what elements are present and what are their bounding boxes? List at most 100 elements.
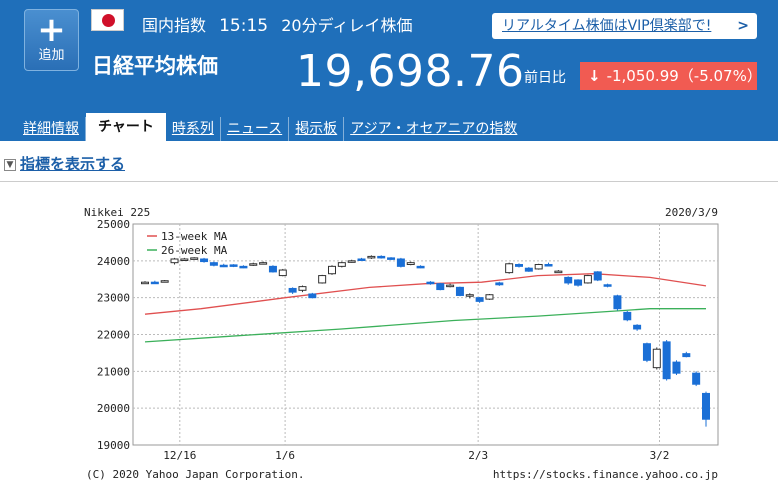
candle-body <box>534 264 543 270</box>
current-price: 19,698.76 <box>296 46 525 97</box>
tab-news[interactable]: ニュース <box>221 117 290 141</box>
candle-body <box>475 297 484 302</box>
candle-body <box>603 284 612 287</box>
candle-body <box>160 280 169 283</box>
candle-body <box>298 286 307 291</box>
candle-body <box>229 264 238 267</box>
candle-body <box>672 361 681 374</box>
candle-body <box>574 279 583 286</box>
candle-body <box>209 262 218 266</box>
vip-club-link[interactable]: リアルタイム株価はVIP倶楽部で! > <box>492 13 757 39</box>
candle-body <box>485 294 494 300</box>
chart-copyright: (C) 2020 Yahoo Japan Corporation. <box>86 468 305 481</box>
quote-time: 15:15 <box>219 16 269 36</box>
candle-body <box>357 258 366 261</box>
candle-body <box>495 282 504 286</box>
quote-meta: 国内指数 15:15 20分ディレイ株価 <box>142 12 420 36</box>
tab-bar: 詳細情報 チャート 時系列 ニュース 掲示板 アジア・オセアニアの指数 <box>17 113 523 141</box>
chart-title: Nikkei 225 <box>84 206 150 219</box>
candle-body <box>347 260 356 263</box>
japan-flag-icon <box>91 9 124 31</box>
x-tick-label: 3/2 <box>650 449 670 462</box>
prev-day-label: 前日比 <box>524 70 566 86</box>
candle-body <box>377 255 386 259</box>
chevron-right-icon: > <box>737 18 749 34</box>
add-button-label: 追加 <box>38 48 65 63</box>
candle-body <box>524 267 533 272</box>
chart-area <box>0 181 778 495</box>
candle-body <box>141 281 149 285</box>
y-tick-label: 23000 <box>97 292 130 305</box>
chart-date: 2020/3/9 <box>665 206 718 219</box>
show-indicators-link[interactable]: ▼ 指標を表示する <box>4 153 125 174</box>
candle-body <box>239 265 248 269</box>
y-tick-label: 20000 <box>97 402 130 415</box>
legend-ma26: 26-week MA <box>161 244 228 257</box>
down-arrow-icon: ↓ <box>588 67 601 85</box>
index-name: 日経平均株価 <box>92 54 218 78</box>
candle-body <box>455 286 464 296</box>
y-tick-label: 19000 <box>97 439 130 452</box>
expand-icon: ▼ <box>4 158 16 171</box>
candle-body <box>662 341 671 380</box>
tab-chart[interactable]: チャート <box>86 113 166 141</box>
candle-body <box>337 262 346 267</box>
y-tick-label: 25000 <box>97 218 130 231</box>
indicator-label: 指標を表示する <box>20 155 126 173</box>
candle-body <box>623 311 632 321</box>
candle-body <box>219 264 228 268</box>
candle-body <box>170 258 179 264</box>
candle-body <box>387 257 396 260</box>
y-tick-label: 22000 <box>97 329 130 342</box>
delay-label: 20分ディレイ株価 <box>281 16 413 35</box>
candle-body <box>396 258 405 267</box>
candle-body <box>249 263 258 266</box>
candle-body <box>367 255 376 259</box>
change-value: -1,050.99（-5.07%） <box>606 67 762 85</box>
tab-history[interactable]: 時系列 <box>166 117 221 141</box>
candle-body <box>642 343 651 361</box>
change-badge: ↓ -1,050.99（-5.07%） <box>580 62 762 90</box>
candle-body <box>564 276 573 284</box>
candle-body <box>308 293 317 299</box>
candle-body <box>613 295 622 310</box>
candle-body <box>268 265 277 273</box>
tab-asia-indices[interactable]: アジア・オセアニアの指数 <box>350 121 518 137</box>
candle-body <box>633 324 642 330</box>
candle-body <box>180 258 189 261</box>
candle-body <box>436 283 445 291</box>
candle-body <box>416 265 425 269</box>
candle-body <box>278 269 287 277</box>
candle-body <box>200 258 209 263</box>
legend-ma13: 13-week MA <box>161 230 228 243</box>
candle-body <box>465 294 474 297</box>
vip-link-label: リアルタイム株価はVIP倶楽部で! <box>502 18 712 34</box>
candle-body <box>652 348 661 369</box>
candle-body <box>150 281 159 285</box>
candle-body <box>259 262 268 265</box>
x-tick-label: 12/16 <box>163 449 196 462</box>
y-tick-label: 21000 <box>97 365 130 378</box>
ma26-line <box>144 308 706 343</box>
candle-body <box>593 271 602 281</box>
candle-body <box>328 265 336 275</box>
tab-details[interactable]: 詳細情報 <box>17 117 86 141</box>
candle-body <box>318 275 327 284</box>
category-label: 国内指数 <box>142 16 207 35</box>
quote-header: + 追加 国内指数 15:15 20分ディレイ株価 リアルタイム株価はVIP倶楽… <box>0 0 778 141</box>
candle-body <box>406 262 415 266</box>
x-tick-label: 2/3 <box>468 449 488 462</box>
candle-body <box>554 270 563 274</box>
candle-body <box>446 284 455 288</box>
candle-body <box>702 392 710 420</box>
plus-icon: + <box>37 10 66 50</box>
y-tick-label: 24000 <box>97 255 130 268</box>
candle-body <box>515 264 523 267</box>
candle-body <box>190 257 199 260</box>
tab-board[interactable]: 掲示板 <box>289 117 345 141</box>
candle-body <box>288 287 297 293</box>
candle-body <box>682 353 691 358</box>
add-to-portfolio-button[interactable]: + 追加 <box>24 9 79 71</box>
chart-source-url: https://stocks.finance.yahoo.co.jp <box>493 468 718 481</box>
